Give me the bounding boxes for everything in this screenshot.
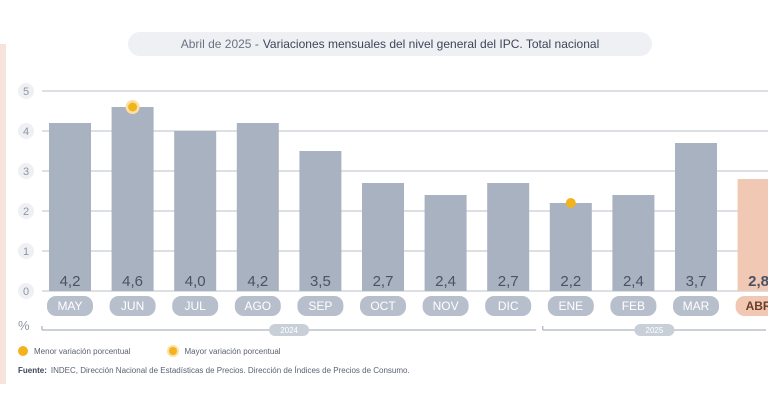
category-pill: [234, 296, 281, 316]
legend-dot-icon: [18, 346, 28, 356]
y-tick-label: 2: [23, 206, 29, 218]
bar: [362, 183, 404, 291]
bar: [675, 143, 717, 291]
category-pill: [297, 296, 344, 316]
bar: [111, 107, 154, 291]
bar: [299, 151, 342, 291]
bar: [236, 123, 279, 291]
y-axis-unit: %: [18, 318, 30, 333]
bar-value-label: 2,7: [498, 273, 519, 290]
bar: [174, 131, 217, 291]
category-pill: [47, 296, 93, 316]
category-label: OCT: [370, 299, 396, 313]
source-text: INDEC, Dirección Nacional de Estadística…: [50, 366, 410, 375]
category-label: NOV: [433, 299, 459, 313]
y-tick-pill: [18, 163, 34, 179]
y-tick-label: 3: [23, 166, 29, 178]
category-label: MAY: [57, 299, 82, 313]
category-label: SEP: [308, 299, 332, 313]
legend: Menor variación porcentual Mayor variaci…: [18, 346, 317, 356]
left-accent-stripe: [0, 44, 6, 384]
title-text: Variaciones mensuales del nivel general …: [262, 37, 600, 51]
source-label: Fuente:: [18, 366, 47, 375]
year-label: 2025: [646, 326, 664, 335]
category-pill: [547, 296, 594, 316]
bar: [549, 203, 592, 291]
y-tick-pill: [18, 203, 34, 219]
legend-mayor-label: Mayor variación porcentual: [184, 346, 281, 356]
legend-menor-label: Menor variación porcentual: [34, 346, 131, 356]
category-label: JUN: [121, 299, 144, 313]
legend-item-mayor: Mayor variación porcentual: [167, 347, 281, 356]
bar-value-label: 4,2: [247, 273, 268, 290]
category-pill: [735, 296, 768, 316]
year-pill: [634, 324, 675, 336]
bar-value-label: 3,5: [310, 273, 331, 290]
category-label: AGO: [244, 299, 271, 313]
y-tick-label: 5: [23, 86, 29, 98]
bar-value-label: 2,8: [748, 273, 768, 290]
bar-value-label: 2,2: [560, 273, 581, 290]
y-tick-pill: [18, 83, 34, 99]
bar-value-label: 2,4: [435, 273, 456, 290]
category-pill: [109, 296, 156, 316]
bar-value-label: 4,2: [60, 273, 81, 290]
y-tick-label: 0: [23, 286, 29, 298]
bar-value-label: 2,4: [623, 273, 644, 290]
category-label: ABR: [746, 299, 768, 313]
title-separator: -: [254, 37, 259, 51]
y-tick-label: 1: [23, 246, 29, 258]
category-pill: [360, 296, 406, 316]
category-pill: [610, 296, 657, 316]
bar: [424, 195, 467, 291]
title-date: Abril de 2025: [180, 37, 252, 51]
legend-ring-dot-icon: [168, 347, 177, 355]
bar: [487, 183, 530, 291]
category-pill: [673, 296, 719, 316]
y-tick-label: 4: [23, 126, 29, 138]
category-label: ENE: [558, 299, 583, 313]
year-pill: [269, 324, 310, 336]
menor-marker-dot: [565, 198, 576, 208]
bar-value-label: 2,7: [373, 273, 394, 290]
bar: [49, 123, 91, 291]
bar-value-label: 4,6: [122, 273, 143, 290]
category-pill: [485, 296, 532, 316]
category-pill: [172, 296, 219, 316]
year-label: 2024: [280, 326, 298, 335]
y-tick-pill: [18, 123, 34, 139]
bar: [612, 195, 655, 291]
category-label: MAR: [683, 299, 710, 313]
category-label: DIC: [498, 299, 519, 313]
category-label: JUL: [185, 299, 207, 313]
chart-title: Abril de 2025 - Variaciones mensuales de…: [128, 32, 652, 56]
mayor-marker-dot: [128, 102, 138, 112]
legend-item-menor: Menor variación porcentual: [18, 346, 131, 356]
y-tick-pill: [18, 243, 34, 259]
y-tick-pill: [18, 283, 34, 299]
source-note: Fuente: INDEC, Dirección Nacional de Esta…: [18, 366, 410, 375]
category-pill: [422, 296, 469, 316]
category-label: FEB: [622, 299, 645, 313]
bar: [737, 179, 768, 291]
bar-value-label: 4,0: [185, 273, 206, 290]
bar-value-label: 3,7: [686, 273, 707, 290]
